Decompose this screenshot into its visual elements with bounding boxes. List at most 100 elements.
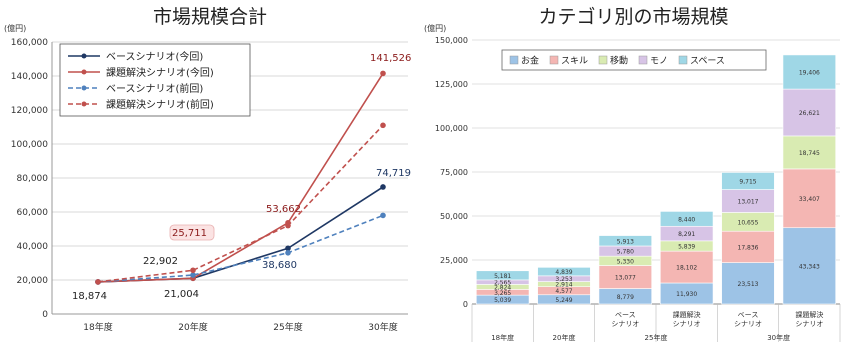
- y-tick-label: 125,000: [435, 80, 468, 89]
- category-sublabel: シナリオ: [611, 320, 639, 328]
- bar-segment-4: [782, 54, 837, 90]
- legend-label: ベースシナリオ(前回): [106, 82, 203, 95]
- y-tick-label: 140,000: [11, 72, 48, 82]
- bar-value-label: 26,621: [799, 110, 820, 117]
- data-label: 38,680: [262, 260, 297, 271]
- bar-segment-4: [475, 270, 530, 281]
- legend-box: [501, 49, 767, 71]
- x-tick-label: 30年度: [368, 321, 397, 333]
- data-label: 25,711: [172, 228, 207, 239]
- bar-value-label: 5,913: [617, 238, 634, 245]
- bar-value-label: 33,407: [799, 196, 820, 203]
- bar-value-label: 4,577: [555, 288, 572, 295]
- bar-segment-4: [598, 235, 653, 247]
- left-chart-panel: 市場規模合計 (億円) 0 20,000 40,000 60,000 80,000 100…: [0, 0, 420, 353]
- legend-label: 移動: [610, 55, 628, 67]
- bar-segment-0: [782, 227, 837, 305]
- bar-value-label: 10,655: [738, 219, 759, 226]
- bar-value-label: 5,839: [678, 244, 695, 251]
- bar-value-label: 43,343: [799, 263, 820, 270]
- series-line-3: [97, 124, 384, 283]
- group-label: 30年度: [767, 333, 790, 342]
- x-tick-label: 18年度: [83, 321, 112, 333]
- legend-label: ベースシナリオ(今回): [106, 50, 203, 63]
- bar-value-label: 8,440: [678, 216, 695, 223]
- data-label: 53,662: [266, 204, 301, 215]
- bar-value-label: 5,249: [555, 297, 572, 304]
- bar-value-label: 18,745: [799, 150, 820, 157]
- data-label: 21,004: [164, 289, 199, 300]
- right-chart-panel: カテゴリ別の市場規模 (億円) 0 25,000 50,000 75,000 100,0…: [422, 0, 845, 353]
- x-tick-label: 20年度: [178, 321, 207, 333]
- series-point-2: [190, 272, 196, 278]
- bar-value-label: 13,017: [738, 199, 759, 206]
- legend-marker: [81, 101, 87, 107]
- data-label: 141,526: [370, 53, 411, 64]
- bar-value-label: 19,406: [799, 69, 820, 76]
- bar-value-label: 11,930: [676, 291, 697, 298]
- series-line-2: [97, 214, 384, 283]
- bar-value-label: 2,914: [555, 282, 572, 289]
- bar-value-label: 3,253: [555, 276, 572, 283]
- bar-value-label: 2,824: [494, 284, 511, 291]
- category-label: ベース: [615, 311, 636, 319]
- bar-value-label: 5,330: [617, 258, 634, 265]
- y-tick-label: 150,000: [435, 36, 468, 45]
- bar-segment-4: [721, 172, 775, 190]
- legend-label: スペース: [690, 57, 725, 67]
- bar-segment-1: [782, 168, 837, 229]
- series-line-1: [97, 72, 384, 283]
- legend-swatch: [678, 55, 688, 65]
- y-tick-label: 120,000: [11, 106, 48, 116]
- bar-segment-0: [721, 262, 775, 305]
- group-label: 25年度: [645, 333, 668, 342]
- series-point-3: [380, 122, 386, 129]
- bar-value-label: 17,836: [738, 244, 759, 251]
- bar-value-label: 4,839: [555, 269, 572, 276]
- category-label: 課題解決: [673, 310, 701, 319]
- series-line-0: [97, 186, 384, 283]
- series-point-2: [285, 250, 291, 256]
- legend-marker: [81, 53, 87, 59]
- legend-marker: [81, 85, 87, 91]
- bar-value-label: 2,565: [494, 280, 511, 287]
- x-tick-label: 25年度: [273, 321, 302, 333]
- legend-marker: [81, 69, 87, 75]
- bar-value-label: 8,291: [678, 231, 695, 238]
- data-label-bg: [169, 224, 215, 241]
- stacked-bar-chart: 0 25,000 50,000 75,000 100,000 125,000 150,000…: [435, 36, 841, 342]
- bar-value-label: 5,039: [494, 297, 511, 304]
- bar-value-label: 9,715: [739, 179, 756, 186]
- y-tick-label: 100,000: [435, 124, 468, 133]
- series-point-3: [190, 267, 196, 274]
- series-point-0: [380, 184, 386, 190]
- data-label: 22,902: [143, 256, 178, 267]
- category-sublabel: シナリオ: [673, 320, 701, 328]
- y-tick-label: 0: [463, 300, 468, 309]
- category-sublabel: シナリオ: [734, 320, 762, 328]
- category-label: 課題解決: [795, 310, 823, 319]
- data-label: 74,719: [376, 168, 411, 179]
- legend-swatch: [638, 55, 648, 65]
- y-tick-label: 20,000: [17, 276, 49, 286]
- y-tick-label: 75,000: [440, 168, 468, 177]
- y-tick-label: 160,000: [11, 38, 48, 48]
- bar-value-label: 8,779: [617, 294, 634, 301]
- legend-label: スキル: [561, 57, 588, 67]
- right-chart-title: カテゴリ別の市場規模: [538, 6, 729, 28]
- y-tick-label: 40,000: [17, 242, 49, 252]
- bar-value-label: 5,780: [617, 249, 634, 256]
- bar-segment-2: [782, 135, 837, 170]
- bar-value-label: 5,181: [494, 273, 511, 280]
- legend-swatch: [549, 55, 559, 65]
- left-unit-label: (億円): [4, 24, 27, 33]
- category-sublabel: シナリオ: [795, 320, 823, 328]
- y-tick-label: 50,000: [440, 212, 468, 221]
- bar-segment-3: [782, 88, 837, 137]
- y-tick-label: 60,000: [17, 208, 49, 218]
- group-label: 20年度: [553, 333, 576, 342]
- legend-label: 課題解決シナリオ(今回): [106, 66, 214, 79]
- legend-label: 課題解決シナリオ(前回): [106, 98, 214, 111]
- left-chart-title: 市場規模合計: [152, 6, 267, 28]
- bar-segment-1: [659, 250, 714, 284]
